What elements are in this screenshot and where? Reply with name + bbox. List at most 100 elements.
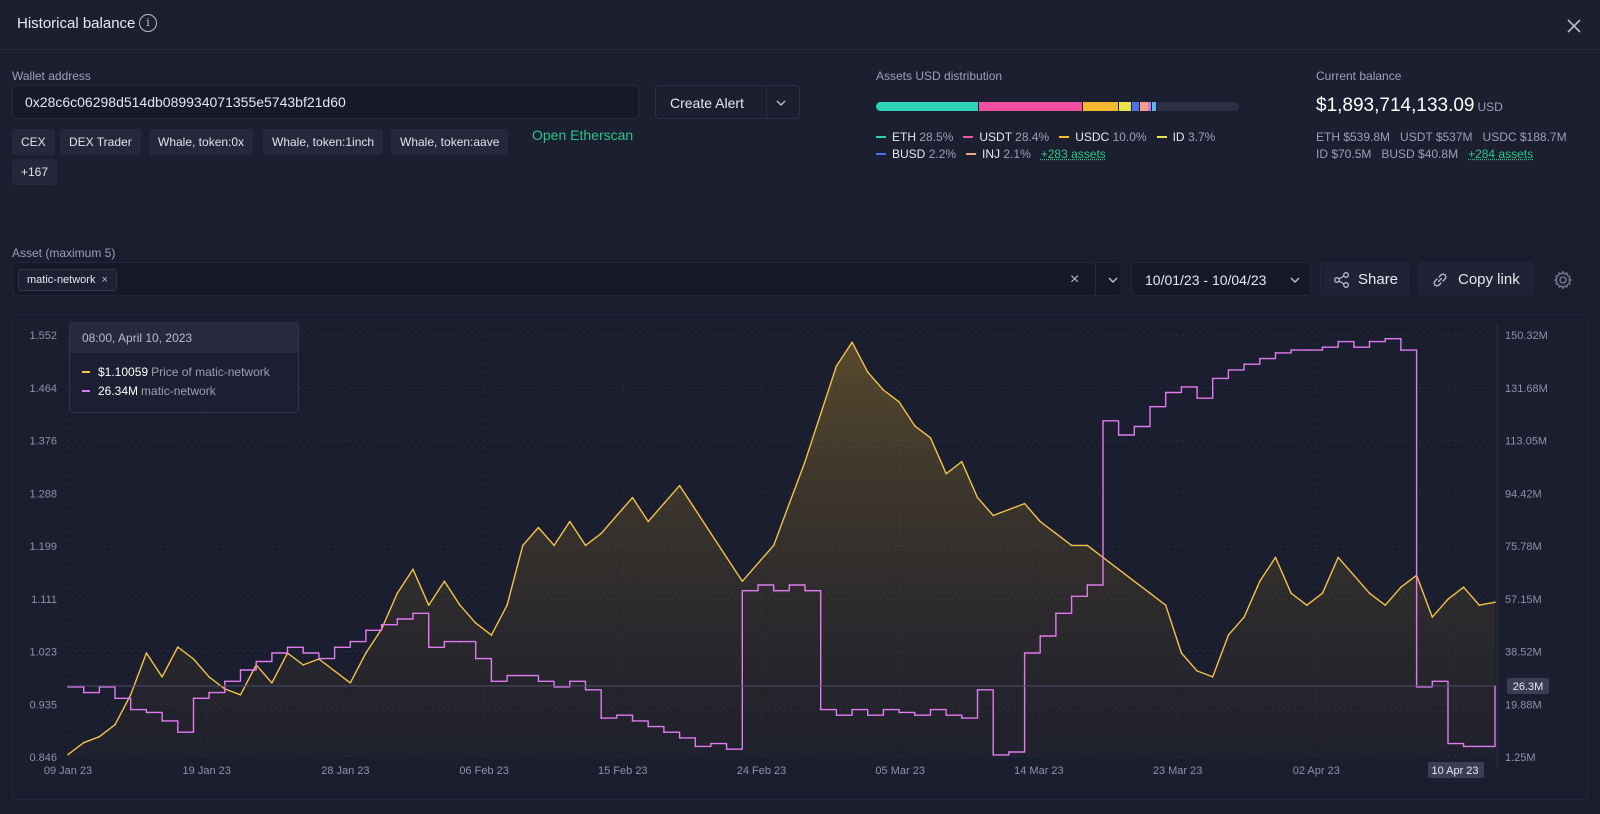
price-point	[1368, 592, 1371, 594]
asset-select[interactable]: matic-network × ×	[12, 262, 1122, 296]
balance-point	[239, 669, 242, 671]
create-alert-label: Create Alert	[670, 95, 744, 111]
balance-point	[412, 612, 414, 615]
balance-point	[882, 708, 885, 711]
wallet-tag[interactable]: Whale, token:aave	[391, 129, 509, 155]
left-axis-tick: 1.023	[29, 647, 57, 659]
price-point	[1149, 592, 1151, 594]
price-point	[1274, 556, 1277, 559]
left-axis-tick: 0.846	[29, 752, 57, 764]
balance-point	[976, 689, 979, 691]
price-point	[647, 520, 649, 523]
price-point	[1039, 520, 1041, 523]
x-axis-tick: 02 Apr 23	[1293, 765, 1340, 777]
price-point	[145, 652, 148, 654]
close-icon[interactable]	[1565, 17, 1583, 35]
tooltip-datetime: 08:00, April 10, 2023	[70, 323, 298, 353]
balance-chart[interactable]: 1.552 150.32M 1.464 131.68M 1.376 113.05M 1.28…	[13, 315, 1589, 801]
balance-point	[349, 640, 352, 643]
balance-point	[365, 629, 367, 632]
balance-point	[1180, 386, 1183, 388]
distribution-segment-usdc	[1082, 102, 1119, 111]
left-axis-tick: 1.111	[31, 594, 57, 606]
left-axis-tick: 1.288	[29, 488, 57, 500]
wallet-tag[interactable]: DEX Trader	[60, 129, 141, 155]
price-point	[1196, 670, 1198, 672]
date-range-picker[interactable]: 10/01/23 - 10/04/23	[1131, 262, 1311, 296]
chevron-down-icon[interactable]	[1107, 274, 1119, 286]
balance-point	[553, 686, 555, 688]
balance-point	[145, 711, 148, 714]
wallet-address-input[interactable]: 0x28c6c06298d514db089934071355e5743bf21d…	[12, 85, 639, 119]
price-point	[522, 544, 524, 547]
price-point	[1321, 592, 1324, 594]
price-point	[427, 604, 430, 606]
legend-item-usdt: USDT 28.4%	[963, 130, 1049, 144]
distribution-segment-busd	[1132, 102, 1141, 111]
balance-point	[1008, 751, 1010, 753]
x-axis-tick: 24 Feb 23	[737, 765, 787, 777]
distribution-segment-eth	[876, 102, 980, 111]
asset-chip[interactable]: matic-network ×	[18, 269, 117, 291]
price-point	[1164, 604, 1167, 606]
price-point	[396, 592, 399, 594]
price-point	[898, 401, 900, 403]
copy-link-button[interactable]: Copy link	[1418, 262, 1534, 296]
link-icon	[1433, 273, 1447, 287]
balance-point	[380, 623, 383, 626]
price-point	[1086, 544, 1089, 547]
balance-point	[302, 652, 305, 654]
wallet-tag[interactable]: Whale, token:0x	[149, 129, 254, 155]
balance-point	[741, 589, 744, 592]
price-point	[914, 425, 916, 427]
open-etherscan-link[interactable]: Open Etherscan	[532, 127, 634, 143]
legend-item-id: ID 3.7%	[1156, 130, 1215, 144]
balance-point	[898, 711, 900, 714]
price-point	[1008, 508, 1010, 511]
gear-icon[interactable]	[1553, 270, 1573, 290]
balance-point	[1478, 745, 1481, 748]
balance-point	[1447, 742, 1449, 745]
price-series-line[interactable]	[67, 341, 1496, 756]
balance-point	[584, 689, 587, 691]
balance-point	[819, 708, 822, 711]
legend-item-eth: ETH 28.5%	[876, 130, 953, 144]
price-point	[1070, 544, 1073, 547]
balance-series-line[interactable]	[68, 338, 1496, 756]
wallet-tag[interactable]: CEX	[12, 129, 55, 155]
current-value-label: 26.3M	[1513, 681, 1544, 693]
current-value-marker	[1507, 677, 1549, 694]
balance-point	[631, 720, 634, 722]
header-bar: Historical balance i	[0, 0, 1600, 50]
balance-point	[474, 657, 477, 660]
balance-point	[255, 660, 257, 663]
remove-chip-icon[interactable]: ×	[101, 274, 108, 286]
more-assets-link[interactable]: +284 assets	[1468, 147, 1534, 161]
share-button[interactable]: Share	[1320, 262, 1409, 296]
balance-point	[1055, 612, 1057, 615]
balance-point	[1227, 369, 1230, 371]
wallet-tag[interactable]: Whale, token:1inch	[263, 129, 384, 155]
balance-point	[694, 745, 697, 748]
tooltip-balance-row: 26.34M matic-network	[82, 384, 216, 398]
chevron-down-icon[interactable]	[775, 97, 787, 109]
tooltip-price-row: $1.10059 Price of matic-network	[82, 365, 270, 379]
create-alert-button[interactable]: Create Alert	[655, 85, 800, 119]
price-point	[569, 520, 571, 523]
more-tags-badge[interactable]: +167	[12, 159, 58, 185]
price-point	[1055, 532, 1057, 535]
distribution-legend: BUSD 2.2% INJ 2.1% +283 assets	[876, 147, 1106, 161]
price-point	[1133, 580, 1136, 583]
price-point	[1400, 586, 1402, 588]
balance-point	[835, 714, 838, 716]
right-axis-tick: 94.42M	[1505, 488, 1542, 500]
page-title: Historical balance	[17, 15, 136, 32]
price-point	[333, 670, 336, 672]
info-icon[interactable]: i	[139, 14, 157, 32]
price-point	[663, 502, 665, 505]
clear-icon[interactable]: ×	[1070, 271, 1080, 288]
balance-point	[459, 640, 461, 643]
more-assets-link[interactable]: +283 assets	[1040, 147, 1106, 161]
right-axis-tick: 150.32M	[1505, 330, 1548, 342]
balance-point	[333, 646, 336, 649]
